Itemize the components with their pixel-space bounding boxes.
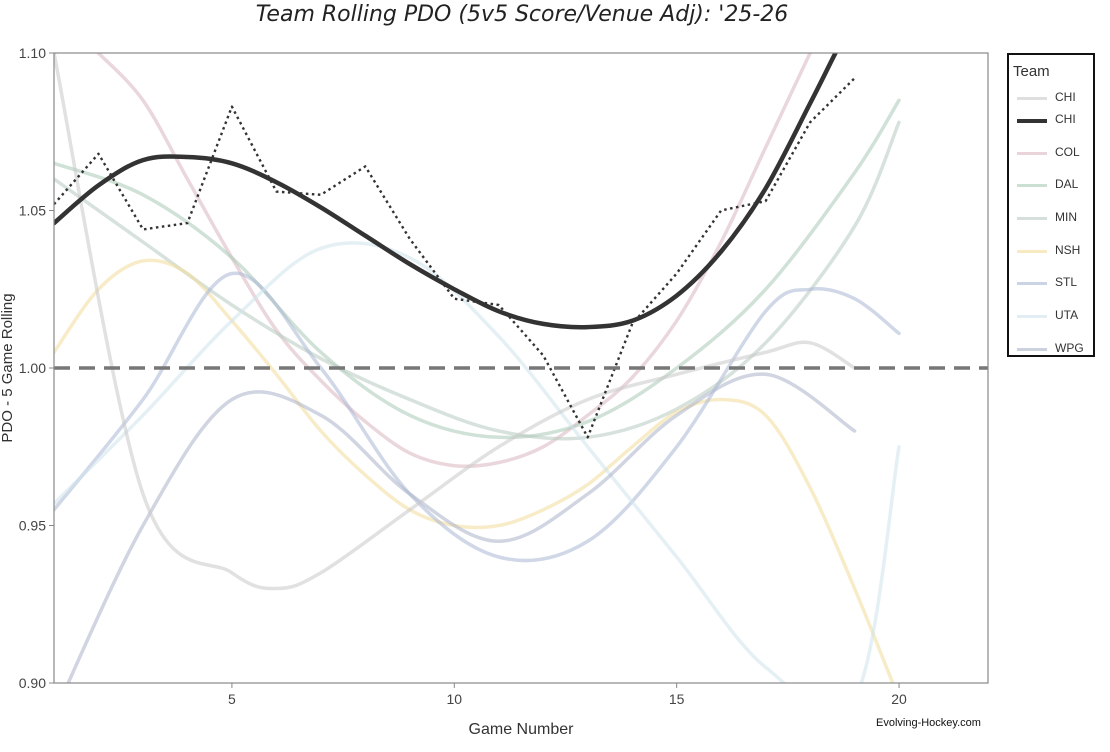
legend-label: COL	[1055, 145, 1080, 159]
legend-swatch	[1017, 348, 1047, 351]
legend-label: DAL	[1055, 177, 1079, 191]
legend-item-col[interactable]: COL	[1009, 143, 1095, 163]
legend-swatch	[1017, 152, 1047, 155]
series-nsh-smooth-5	[54, 258, 895, 683]
legend-label: MIN	[1055, 210, 1077, 224]
legend-label: UTA	[1055, 308, 1079, 322]
legend-label: WPG	[1055, 341, 1084, 355]
legend-swatch	[1017, 217, 1047, 220]
legend-item-chi[interactable]: CHI	[1009, 110, 1095, 130]
series-uta-smooth-7	[54, 241, 901, 683]
legend-swatch	[1017, 315, 1047, 318]
legend-swatch	[1017, 250, 1047, 253]
axes-layer: 5 10 15 20 0.90 0.95 1.00 1.05 1.10	[19, 45, 907, 707]
legend-item-stl[interactable]: STL	[1009, 273, 1095, 293]
legend-title: Team	[1013, 63, 1050, 80]
legend-swatch	[1017, 184, 1047, 187]
y-tick-label: 1.05	[19, 203, 46, 219]
y-tick-label: 0.90	[19, 675, 46, 691]
legend-swatch	[1017, 282, 1047, 285]
legend-label: CHI	[1055, 90, 1076, 104]
y-tick-label: 1.00	[19, 360, 46, 376]
highlight-layer	[54, 53, 838, 330]
legend-label: STL	[1055, 275, 1078, 289]
x-tick-label: 10	[446, 691, 462, 707]
legend-item-chi[interactable]: CHI	[1009, 88, 1095, 108]
chart-title: Team Rolling PDO (5v5 Score/Venue Adj): …	[255, 2, 789, 27]
series-col-smooth-2	[96, 53, 812, 469]
legend-swatch	[1017, 119, 1047, 123]
series-wpg-smooth-8	[66, 372, 857, 683]
series-dal-smooth-3	[54, 98, 901, 440]
x-axis-label: Game Number	[469, 721, 575, 738]
legend-label: CHI	[1055, 112, 1076, 126]
y-axis-label: PDO - 5 Game Rolling	[0, 293, 16, 442]
credit-text: Evolving-Hockey.com	[876, 717, 981, 729]
y-tick-label: 1.10	[19, 45, 46, 61]
legend: Team CHI CHI COL DAL MIN NSH STL UTA WPG	[1007, 53, 1095, 357]
legend-item-min[interactable]: MIN	[1009, 208, 1095, 228]
legend-label: NSH	[1055, 243, 1081, 257]
legend-swatch	[1017, 97, 1047, 100]
series-stl-smooth-6	[54, 271, 901, 563]
series-chi-smooth-9	[54, 53, 857, 591]
x-tick-label: 20	[891, 691, 907, 707]
x-tick-label: 5	[228, 691, 236, 707]
series-layer	[54, 53, 901, 683]
legend-item-wpg[interactable]: WPG	[1009, 339, 1095, 359]
y-tick-label: 0.95	[19, 518, 46, 534]
series-chi-smooth-1	[54, 53, 838, 330]
series-chi-raw-0	[54, 77, 856, 439]
legend-item-nsh[interactable]: NSH	[1009, 241, 1095, 261]
legend-item-uta[interactable]: UTA	[1009, 306, 1095, 326]
raw-layer	[54, 77, 856, 439]
legend-item-dal[interactable]: DAL	[1009, 175, 1095, 195]
x-tick-label: 15	[669, 691, 685, 707]
